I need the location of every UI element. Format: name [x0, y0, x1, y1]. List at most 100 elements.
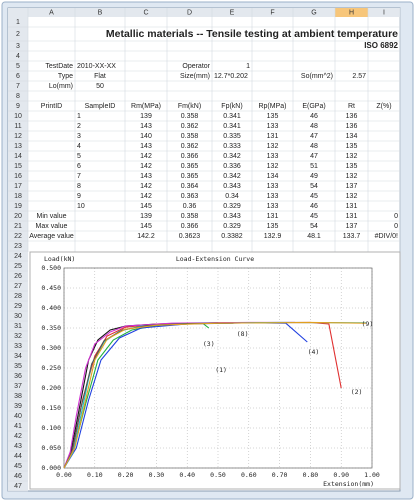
table-cell: 0.341 [223, 123, 241, 130]
row-number: 21 [14, 223, 22, 230]
table-cell: 0.366 [181, 153, 199, 160]
x-tick-label: 0.00 [56, 471, 72, 479]
row-number: 3 [16, 43, 20, 50]
row-number: 43 [14, 443, 22, 450]
table-cell: 132 [346, 153, 358, 160]
table-cell: 54 [310, 183, 318, 190]
y-tick-label: 0.000 [41, 464, 61, 472]
table-cell: 0.34 [225, 193, 239, 200]
table-cell: 133 [267, 193, 279, 200]
y-tick-label: 0.150 [41, 404, 61, 412]
table-header: PrintID [41, 103, 62, 110]
table-header: SampleID [85, 103, 116, 110]
y-tick-label: 0.250 [41, 364, 61, 372]
summary-cell: 0.3623 [179, 233, 201, 240]
y-tick-label: 0.300 [41, 344, 61, 352]
summary-cell: 132.9 [264, 233, 282, 240]
curve [63, 321, 366, 469]
summary-cell: #DIV/0! [375, 233, 398, 240]
x-tick-label: 0.90 [333, 471, 349, 479]
summary-cell: Max value [36, 223, 68, 230]
column-header: F [270, 9, 274, 16]
table-cell: 0.36 [183, 203, 197, 210]
x-tick-label: 0.50 [210, 471, 226, 479]
curve-label: (9) [362, 320, 374, 328]
table-cell: 48 [310, 123, 318, 130]
table-cell: 132 [267, 143, 279, 150]
row-number: 40 [14, 413, 22, 420]
summary-cell: 133.7 [343, 233, 361, 240]
summary-cell: 131 [346, 213, 358, 220]
row-number: 7 [16, 83, 20, 90]
info-cell: TestDate [45, 63, 73, 70]
x-tick-label: 0.20 [118, 471, 134, 479]
table-header: Rt [348, 103, 355, 110]
column-header: E [230, 9, 235, 16]
table-cell: 142 [140, 153, 152, 160]
x-tick-label: 0.40 [179, 471, 195, 479]
row-number: 29 [14, 303, 22, 310]
table-cell: 135 [267, 113, 279, 120]
table-cell: 133 [267, 183, 279, 190]
x-tick-label: 0.10 [87, 471, 103, 479]
column-header: H [349, 9, 354, 16]
summary-cell: 0.3382 [221, 233, 243, 240]
row-number: 41 [14, 423, 22, 430]
y-tick-label: 0.100 [41, 424, 61, 432]
curve-label: (1) [215, 366, 227, 374]
table-cell: 0.365 [181, 173, 199, 180]
row-number: 15 [14, 163, 22, 170]
table-cell: 0.365 [181, 163, 199, 170]
table-cell: 47 [310, 133, 318, 140]
plot-frame [63, 267, 373, 469]
x-tick-label: 0.30 [149, 471, 165, 479]
cells: A B C D E F G H I1234567891011121314151617181920… [14, 9, 398, 490]
summary-cell: 139 [140, 213, 152, 220]
table-cell: 132 [346, 193, 358, 200]
chart: Load(kN) Load-Extension Curve Extension(mm… [29, 251, 401, 490]
table-header: E(GPa) [302, 103, 325, 110]
info-cell: 1 [246, 63, 250, 70]
summary-cell: 0 [394, 213, 398, 220]
x-tick-label: 0.70 [272, 471, 288, 479]
summary-cell: Min value [37, 213, 67, 220]
y-tick-label: 0.500 [41, 264, 61, 272]
sheet-title: Metallic materials -- Tensile testing at… [106, 28, 398, 40]
cell-grid [8, 8, 401, 492]
summary-cell: 131 [267, 213, 279, 220]
row-number: 1 [16, 19, 20, 26]
column-header: B [98, 9, 103, 16]
summary-cell: 0.329 [223, 223, 241, 230]
column-header: D [187, 9, 192, 16]
row-number: 8 [16, 93, 20, 100]
table-cell: 135 [346, 163, 358, 170]
row-number: 30 [14, 313, 22, 320]
curve-label: (3) [203, 340, 215, 348]
table-cell: 0.358 [181, 113, 199, 120]
summary-cell: 137 [346, 223, 358, 230]
table-cell: 0.358 [181, 133, 199, 140]
row-number: 37 [14, 383, 22, 390]
row-number: 9 [16, 103, 20, 110]
row-number: 11 [14, 123, 21, 130]
table-cell: 145 [140, 203, 152, 210]
summary-cell: 0.366 [181, 223, 199, 230]
table-cell: 49 [310, 173, 318, 180]
table-cell: 4 [77, 143, 81, 150]
row-number: 17 [14, 183, 22, 190]
table-cell: 133 [267, 203, 279, 210]
table-cell: 3 [77, 133, 81, 140]
table-cell: 0.336 [223, 163, 241, 170]
summary-cell: 45 [310, 213, 318, 220]
table-cell: 46 [310, 113, 318, 120]
column-header: A [49, 9, 54, 16]
table-cell: 47 [310, 153, 318, 160]
table-cell: 143 [140, 123, 152, 130]
row-number: 42 [14, 433, 22, 440]
info-cell: 12.7*0.202 [214, 73, 248, 80]
table-cell: 132 [267, 163, 279, 170]
row-number: 46 [14, 473, 22, 480]
row-number: 20 [14, 213, 22, 220]
curve-label: (8) [237, 330, 249, 338]
